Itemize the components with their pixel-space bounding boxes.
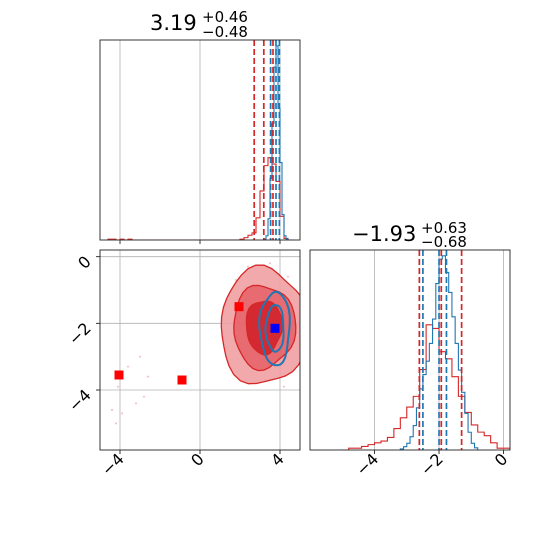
bottom-right-title: −1.93 +0.63 −0.68 xyxy=(352,219,467,251)
scatter-point xyxy=(120,412,124,415)
top-left-histogram-panel xyxy=(99,39,301,244)
scatter-point xyxy=(246,265,250,268)
blue-histogram-series xyxy=(263,45,290,240)
top-left-title-plus: +0.46 xyxy=(202,8,248,26)
x-tick-label: −4 xyxy=(98,449,128,479)
red-square-marker xyxy=(177,375,187,385)
scatter-point xyxy=(134,402,138,405)
y-tick-label: 0 xyxy=(74,252,95,273)
bottom-left-scatter-panel: −4 0 4 0 −2 −4 xyxy=(65,249,301,480)
bottom-right-title-value: −1.93 xyxy=(352,222,416,246)
top-left-title-value: 3.19 xyxy=(150,11,197,35)
blue-contour-level xyxy=(258,290,291,367)
y-tick-label: −4 xyxy=(65,385,95,415)
blue-contour-level xyxy=(264,303,285,353)
scatter-point xyxy=(268,262,272,265)
scatter-point xyxy=(110,408,114,412)
scatter-point xyxy=(114,422,118,425)
x-tick-label: 4 xyxy=(267,449,288,470)
scatter-point xyxy=(282,385,286,388)
bottom-right-title-minus: −0.68 xyxy=(421,233,467,251)
x-tick-label: 0 xyxy=(491,449,512,470)
scatter-point xyxy=(146,375,150,378)
red-square-marker xyxy=(234,302,244,312)
scatter-point xyxy=(138,355,142,358)
red-histogram-series xyxy=(342,324,510,450)
x-tick-label: 0 xyxy=(187,449,208,470)
scatter-point xyxy=(142,395,146,398)
bottom-right-histogram-panel: −4 −2 0 xyxy=(309,249,512,480)
bottom-right-title-plus: +0.63 xyxy=(421,219,467,237)
x-tick-label: −4 xyxy=(352,449,382,479)
scatter-point xyxy=(286,275,290,278)
top-left-title: 3.19 +0.46 −0.48 xyxy=(150,8,248,41)
blue-square-marker xyxy=(270,323,280,333)
x-tick-label: −2 xyxy=(417,449,447,479)
axes-frame xyxy=(309,249,511,451)
red-square-marker xyxy=(114,370,124,380)
y-tick-label: −2 xyxy=(65,319,95,349)
scatter-point xyxy=(126,365,130,368)
red-histogram-series xyxy=(107,157,292,240)
scatter-point xyxy=(116,385,120,388)
top-left-title-minus: −0.48 xyxy=(202,23,248,41)
